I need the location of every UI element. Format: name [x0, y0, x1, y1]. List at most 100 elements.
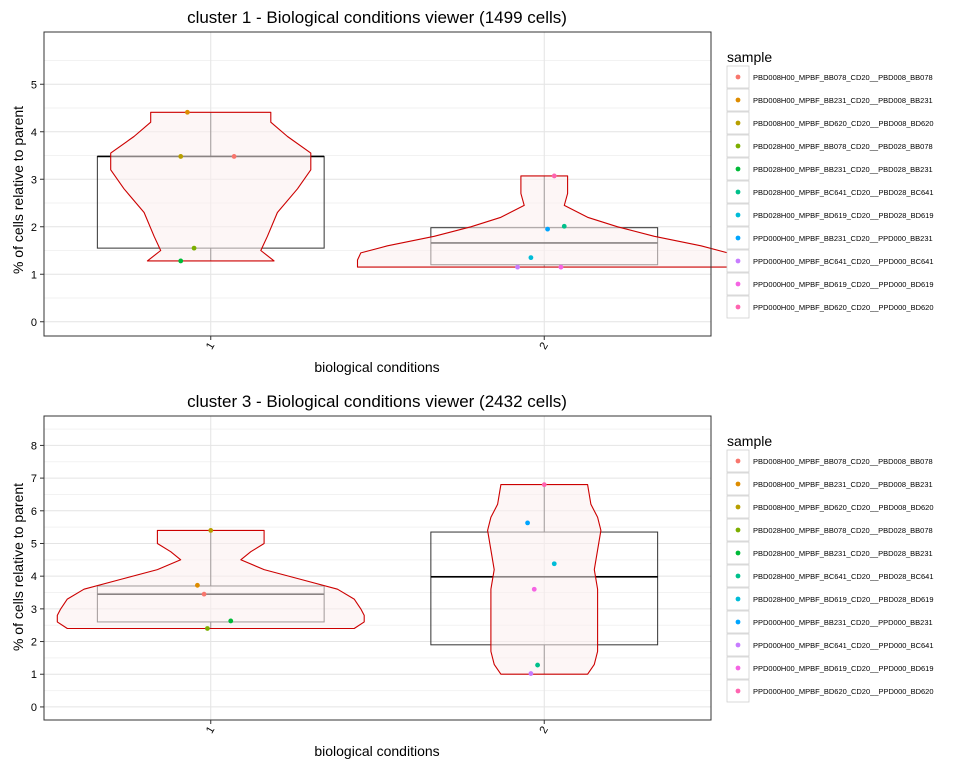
- chart-cluster-1: cluster 1 - Biological conditions viewer…: [10, 8, 934, 375]
- legend-label: PPD000H00_MPBF_BD619_CD20__PPD000_BD619: [753, 280, 934, 289]
- legend-swatch: [735, 642, 741, 648]
- legend-swatch: [735, 504, 741, 510]
- y-tick-label: 1: [31, 669, 37, 681]
- legend-swatch: [735, 665, 741, 671]
- legend-swatch: [735, 481, 741, 487]
- violin-shape: [356, 175, 732, 268]
- legend-swatch: [735, 212, 741, 218]
- data-point: [551, 561, 557, 567]
- x-tick-label: 2: [537, 341, 550, 352]
- legend-swatch: [735, 458, 741, 464]
- plot-border: [43, 415, 712, 721]
- y-tick-label: 4: [31, 571, 37, 583]
- legend-label: PBD008H00_MPBF_BB078_CD20__PBD008_BB078: [753, 73, 933, 82]
- legend-swatch: [735, 688, 741, 694]
- legend-label: PBD028H00_MPBF_BB078_CD20__PBD028_BB078: [753, 142, 933, 151]
- legend-swatch: [735, 235, 741, 241]
- legend-label: PBD008H00_MPBF_BD620_CD20__PBD008_BD620: [753, 503, 934, 512]
- data-point: [531, 586, 537, 592]
- legend-label: PBD008H00_MPBF_BB231_CD20__PBD008_BB231: [753, 480, 933, 489]
- data-point: [558, 264, 564, 270]
- y-tick-label: 4: [31, 127, 37, 139]
- legend-label: PBD028H00_MPBF_BD619_CD20__PBD028_BD619: [753, 211, 934, 220]
- legend-label: PBD028H00_MPBF_BC641_CD20__PBD028_BC641: [753, 572, 934, 581]
- legend-label: PPD000H00_MPBF_BB231_CD20__PPD000_BB231: [753, 234, 933, 243]
- chart-title: cluster 3 - Biological conditions viewer…: [187, 392, 567, 411]
- y-tick-label: 0: [31, 702, 37, 714]
- legend-label: PPD000H00_MPBF_BD619_CD20__PPD000_BD619: [753, 664, 934, 673]
- violin-shape: [487, 484, 602, 675]
- y-axis-title: % of cells relative to parent: [10, 483, 26, 651]
- y-tick-label: 6: [31, 506, 37, 518]
- legend-label: PPD000H00_MPBF_BC641_CD20__PPD000_BC641: [753, 257, 934, 266]
- y-tick-label: 5: [31, 79, 37, 91]
- legend-swatch: [735, 304, 741, 310]
- legend-swatch: [735, 527, 741, 533]
- legend-label: PBD008H00_MPBF_BD620_CD20__PBD008_BD620: [753, 119, 934, 128]
- plot-border: [43, 31, 712, 337]
- data-point: [231, 154, 237, 159]
- chart-title: cluster 1 - Biological conditions viewer…: [187, 8, 567, 27]
- legend-title: sample: [727, 49, 772, 65]
- y-tick-label: 2: [31, 222, 37, 234]
- data-point: [535, 662, 540, 668]
- y-tick-label: 8: [31, 440, 37, 452]
- legend-swatch: [735, 596, 741, 602]
- legend-label: PPD000H00_MPBF_BD620_CD20__PPD000_BD620: [753, 303, 934, 312]
- y-tick-label: 7: [31, 473, 37, 485]
- violin-shape: [110, 111, 312, 262]
- legend-swatch: [735, 74, 741, 80]
- data-point: [551, 173, 557, 179]
- legend-swatch: [735, 120, 741, 126]
- data-point: [178, 154, 184, 159]
- data-point: [195, 582, 200, 588]
- legend-swatch: [735, 573, 741, 579]
- data-point: [525, 520, 530, 526]
- x-tick-label: 2: [537, 725, 550, 736]
- legend-swatch: [735, 258, 741, 264]
- data-point: [541, 482, 547, 488]
- data-point: [528, 671, 534, 676]
- x-tick-label: 1: [204, 725, 217, 736]
- legend-swatch: [735, 550, 741, 556]
- violin-shape: [56, 529, 365, 630]
- plot-panel: [44, 416, 711, 720]
- legend-label: PBD028H00_MPBF_BB231_CD20__PBD028_BB231: [753, 549, 933, 558]
- data-point: [515, 264, 520, 270]
- legend-label: PBD008H00_MPBF_BB231_CD20__PBD008_BB231: [753, 96, 933, 105]
- legend-swatch: [735, 97, 741, 103]
- data-point: [201, 591, 207, 597]
- legend-label: PPD000H00_MPBF_BB231_CD20__PPD000_BB231: [753, 618, 933, 627]
- legend-label: PBD008H00_MPBF_BB078_CD20__PBD008_BB078: [753, 457, 933, 466]
- x-axis-title: biological conditions: [314, 359, 439, 375]
- legend-label: PBD028H00_MPBF_BD619_CD20__PBD028_BD619: [753, 595, 934, 604]
- legend-swatch: [735, 166, 741, 172]
- legend-label: PPD000H00_MPBF_BC641_CD20__PPD000_BC641: [753, 641, 934, 650]
- data-point: [205, 626, 210, 631]
- legend-label: PBD028H00_MPBF_BC641_CD20__PBD028_BC641: [753, 188, 934, 197]
- legend-title: sample: [727, 433, 772, 449]
- data-point: [545, 226, 550, 232]
- y-tick-label: 0: [31, 317, 37, 329]
- data-point: [178, 258, 184, 264]
- data-point: [228, 618, 234, 624]
- legend-label: PBD028H00_MPBF_BB231_CD20__PBD028_BB231: [753, 165, 933, 174]
- y-tick-label: 3: [31, 174, 37, 186]
- y-tick-label: 5: [31, 538, 37, 550]
- legend-swatch: [735, 281, 741, 287]
- y-tick-label: 3: [31, 604, 37, 616]
- y-axis-title: % of cells relative to parent: [10, 106, 26, 274]
- data-point: [208, 528, 214, 533]
- data-point: [191, 245, 197, 251]
- x-axis-title: biological conditions: [314, 743, 439, 759]
- chart-cluster-3: cluster 3 - Biological conditions viewer…: [10, 392, 934, 759]
- data-point: [561, 223, 567, 229]
- y-tick-label: 1: [31, 269, 37, 281]
- legend-swatch: [735, 619, 741, 625]
- legend-label: PPD000H00_MPBF_BD620_CD20__PPD000_BD620: [753, 687, 934, 696]
- legend-swatch: [735, 143, 741, 149]
- data-point: [185, 109, 190, 115]
- legend-swatch: [735, 189, 741, 195]
- data-point: [528, 255, 534, 261]
